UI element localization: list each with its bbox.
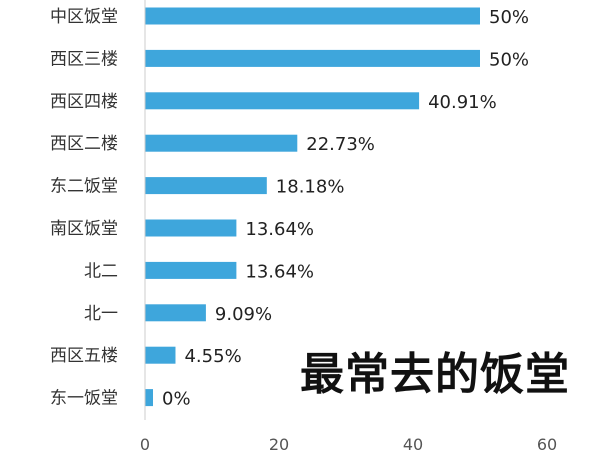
x-tick-label: 40 [403, 435, 423, 454]
category-label: 东二饭堂 [50, 177, 118, 197]
x-tick-label: 60 [537, 435, 557, 454]
category-label: 西区三楼 [50, 49, 118, 69]
labels-layer: 中区饭堂 50% 西区三楼 50% 西区四楼 40.91% 西区二楼 22.73% 东二饭堂 18… [50, 7, 529, 410]
data-label: 0% [162, 389, 191, 410]
bar [145, 49, 480, 67]
bar [145, 7, 480, 25]
category-label: 中区饭堂 [50, 7, 118, 27]
category-label: 东一饭堂 [50, 389, 118, 409]
bar [145, 346, 176, 364]
category-label: 北一 [84, 304, 118, 324]
data-label: 13.64% [245, 261, 314, 282]
x-tick-label: 0 [140, 435, 150, 454]
bar [145, 177, 267, 195]
bar [145, 304, 206, 322]
chart-title: 最常去的饭堂 [300, 349, 570, 400]
data-label: 13.64% [245, 219, 314, 240]
category-label: 北二 [84, 261, 118, 281]
bar [145, 134, 298, 152]
bar [145, 261, 237, 279]
data-label: 40.91% [428, 92, 497, 113]
x-axis-ticks: 0 20 40 60 [140, 435, 557, 454]
data-label: 9.09% [215, 304, 272, 325]
data-label: 50% [489, 7, 529, 28]
category-label: 西区二楼 [50, 134, 118, 154]
bar [145, 92, 420, 110]
category-label: 西区五楼 [50, 346, 118, 366]
category-label: 西区四楼 [50, 92, 118, 112]
data-label: 4.55% [184, 346, 241, 367]
category-label: 南区饭堂 [50, 219, 118, 239]
bar [145, 219, 237, 237]
bar [145, 389, 153, 407]
data-label: 18.18% [276, 177, 345, 198]
data-label: 50% [489, 49, 529, 70]
x-tick-label: 20 [269, 435, 289, 454]
bars-layer [145, 7, 480, 407]
data-label: 22.73% [306, 134, 375, 155]
